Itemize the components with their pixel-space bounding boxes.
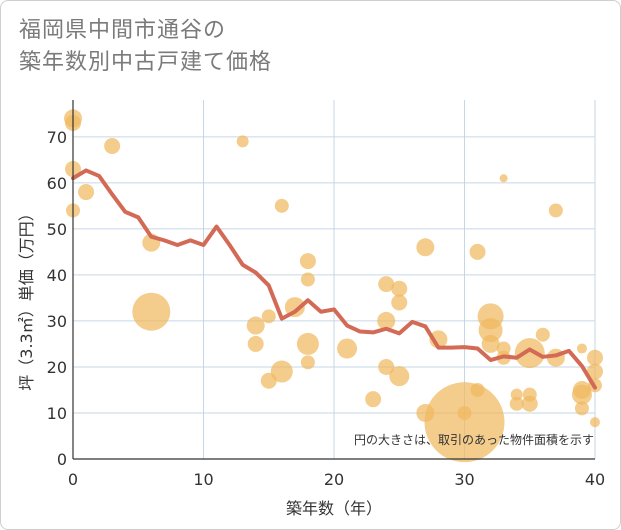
data-bubble [247, 335, 264, 352]
data-bubble [261, 309, 276, 324]
data-bubble [470, 382, 485, 397]
y-tick-label: 0 [57, 450, 67, 469]
data-bubble [365, 391, 382, 408]
y-tick-label: 30 [47, 312, 67, 331]
x-tick-label: 30 [454, 470, 474, 489]
y-tick-label: 10 [47, 404, 67, 423]
data-bubble [571, 384, 592, 405]
data-bubble [576, 343, 587, 354]
y-tick-label: 60 [47, 174, 67, 193]
data-bubble [78, 184, 95, 201]
data-bubble [521, 395, 538, 412]
data-bubble [132, 292, 171, 331]
data-bubble [587, 349, 603, 366]
data-bubble [236, 135, 249, 148]
data-bubble [377, 311, 396, 330]
data-bubble [481, 334, 500, 353]
data-bubble [270, 360, 293, 383]
y-tick-label: 50 [47, 220, 67, 239]
axis-layer: 0 10 20 30 40 0 10 20 30 40 50 60 70 [47, 100, 605, 489]
x-tick-label: 40 [585, 470, 605, 489]
data-bubble [104, 138, 121, 155]
data-bubble [469, 243, 486, 260]
x-tick-label: 0 [68, 470, 78, 489]
y-axis-title: 坪（3.3㎡）単価（万円） [17, 205, 36, 390]
data-bubble [457, 405, 472, 420]
average-price-line [71, 168, 597, 390]
data-bubble [378, 358, 395, 375]
data-bubble [378, 276, 395, 293]
data-bubble [548, 203, 563, 218]
bubble-layer [64, 109, 603, 463]
data-bubble [509, 396, 524, 411]
data-bubble [246, 316, 265, 335]
y-tick-label: 40 [47, 266, 67, 285]
chart-title-line-2: 築年数別中古戸建て価格 [19, 50, 273, 75]
data-bubble [590, 417, 600, 428]
data-bubble [299, 253, 316, 270]
data-bubble [274, 198, 289, 213]
chart-title-line-1: 福岡県中間市通谷の [19, 18, 227, 43]
data-bubble [389, 366, 410, 387]
data-bubble [478, 318, 503, 343]
data-bubble [574, 401, 589, 416]
x-tick-label: 10 [193, 470, 213, 489]
data-bubble [499, 174, 508, 183]
data-bubble [337, 338, 358, 359]
size-note: 円の大きさは、取引のあった物件面積を示す [354, 432, 594, 447]
data-bubble [300, 355, 315, 370]
data-bubble [300, 272, 315, 287]
data-bubble [296, 332, 319, 355]
x-tick-label: 20 [324, 470, 344, 489]
y-tick-label: 20 [47, 358, 67, 377]
data-bubble [391, 280, 408, 297]
data-bubble [535, 327, 550, 342]
data-bubble [514, 338, 545, 369]
line-layer [71, 168, 597, 390]
y-tick-label: 70 [47, 128, 67, 147]
data-bubble [391, 294, 408, 311]
chart-title: 福岡県中間市通谷の 築年数別中古戸建て価格 [19, 15, 272, 79]
data-bubble [416, 238, 435, 257]
data-bubble [424, 382, 505, 463]
x-axis-title: 築年数（年） [286, 499, 382, 518]
data-bubble [587, 363, 603, 380]
